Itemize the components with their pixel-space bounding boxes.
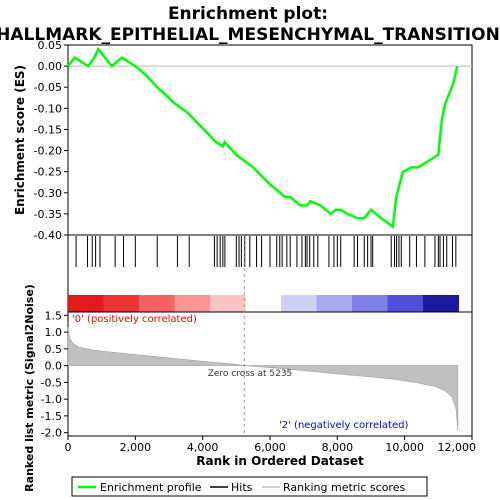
color-bar-segment <box>174 295 211 312</box>
negative-correlation-label: '2' (negatively correlated) <box>279 420 408 431</box>
hits-panel <box>67 234 473 313</box>
es-y-tick-label: -0.20 <box>34 145 62 158</box>
color-bar-segment <box>103 295 140 312</box>
enrichment-score-panel: 0.05 0.00 -0.05 -0.10 -0.15 -0.20 -0.25 -0.30 -0… <box>13 39 473 242</box>
positive-correlation-label: '0' (positively correlated) <box>72 314 197 325</box>
x-tick-label: 8,000 <box>322 441 354 454</box>
es-y-tick-label: -0.10 <box>34 102 62 115</box>
x-tick-label: 2,000 <box>120 441 152 454</box>
metric-y-tick-label: -1.5 <box>41 410 62 423</box>
metric-y-tick-label: 0.5 <box>45 343 63 356</box>
legend-label-hits: Hits <box>231 481 253 494</box>
hit-lines <box>75 236 457 267</box>
metric-y-tick-label: 1.0 <box>45 326 63 339</box>
metric-x-ticks: 0 2,000 4,000 6,000 8,000 10,000 12,000 <box>65 436 477 454</box>
es-y-ticks: 0.05 0.00 -0.05 -0.10 -0.15 -0.20 -0.25 -0.30 -0… <box>34 39 68 242</box>
es-y-tick-label: -0.40 <box>34 229 62 242</box>
x-tick-label: 12,000 <box>438 441 477 454</box>
metric-y-ticks: 1.5 1.0 0.5 0.0 -0.5 -1.0 -1.5 -2.0 <box>41 309 68 440</box>
metric-y-tick-label: -2.0 <box>41 427 62 440</box>
x-tick-label: 6,000 <box>254 441 286 454</box>
metric-y-axis-label: Ranked list metric (Signal2Noise) <box>23 284 36 492</box>
color-bar-segment <box>352 295 389 312</box>
metric-y-tick-label: -1.0 <box>41 393 62 406</box>
ranked-list-color-bar <box>68 295 460 312</box>
color-bar-segment <box>423 295 460 312</box>
legend-box <box>71 476 428 497</box>
color-bar-segment <box>281 295 318 312</box>
color-bar-segment <box>139 295 176 312</box>
color-bar-segment <box>245 295 282 312</box>
chart-subtitle: HALLMARK_EPITHELIAL_MESENCHYMAL_TRANSITI… <box>0 25 500 45</box>
es-y-tick-label: 0.05 <box>38 39 63 52</box>
legend-label-ranking-metric: Ranking metric scores <box>283 481 405 494</box>
x-axis-label: Rank in Ordered Dataset <box>196 454 364 468</box>
ranked-metric-panel: 1.5 1.0 0.5 0.0 -0.5 -1.0 -1.5 -2.0 0 2,000 4,000… <box>23 238 476 492</box>
es-y-tick-label: -0.30 <box>34 187 62 200</box>
metric-y-tick-label: 0.0 <box>45 360 63 373</box>
x-tick-label: 10,000 <box>385 441 424 454</box>
legend: Enrichment profile Hits Ranking metric s… <box>71 476 428 497</box>
color-bar-segment <box>316 295 353 312</box>
chart-title: Enrichment plot: <box>168 4 328 24</box>
es-y-tick-label: -0.15 <box>34 123 62 136</box>
es-y-tick-label: -0.05 <box>34 81 62 94</box>
metric-y-tick-label: -0.5 <box>41 376 62 389</box>
enrichment-profile-line <box>67 46 459 229</box>
color-bar-segment <box>210 295 247 312</box>
legend-label-enrichment-profile: Enrichment profile <box>100 481 202 494</box>
zero-cross-annotation: Zero cross at 5235 <box>208 369 293 379</box>
es-y-tick-label: 0.00 <box>38 60 63 73</box>
x-tick-label: 0 <box>65 441 72 454</box>
color-bar-segment <box>387 295 424 312</box>
ranking-metric-area <box>67 327 459 432</box>
color-bar-segment <box>68 295 105 312</box>
x-tick-label: 4,000 <box>187 441 219 454</box>
es-y-tick-label: -0.25 <box>34 166 62 179</box>
es-y-tick-label: -0.35 <box>34 208 62 221</box>
metric-y-tick-label: 1.5 <box>45 309 63 322</box>
es-y-axis-label: Enrichment score (ES) <box>13 65 27 215</box>
es-plot-frame <box>67 44 473 236</box>
